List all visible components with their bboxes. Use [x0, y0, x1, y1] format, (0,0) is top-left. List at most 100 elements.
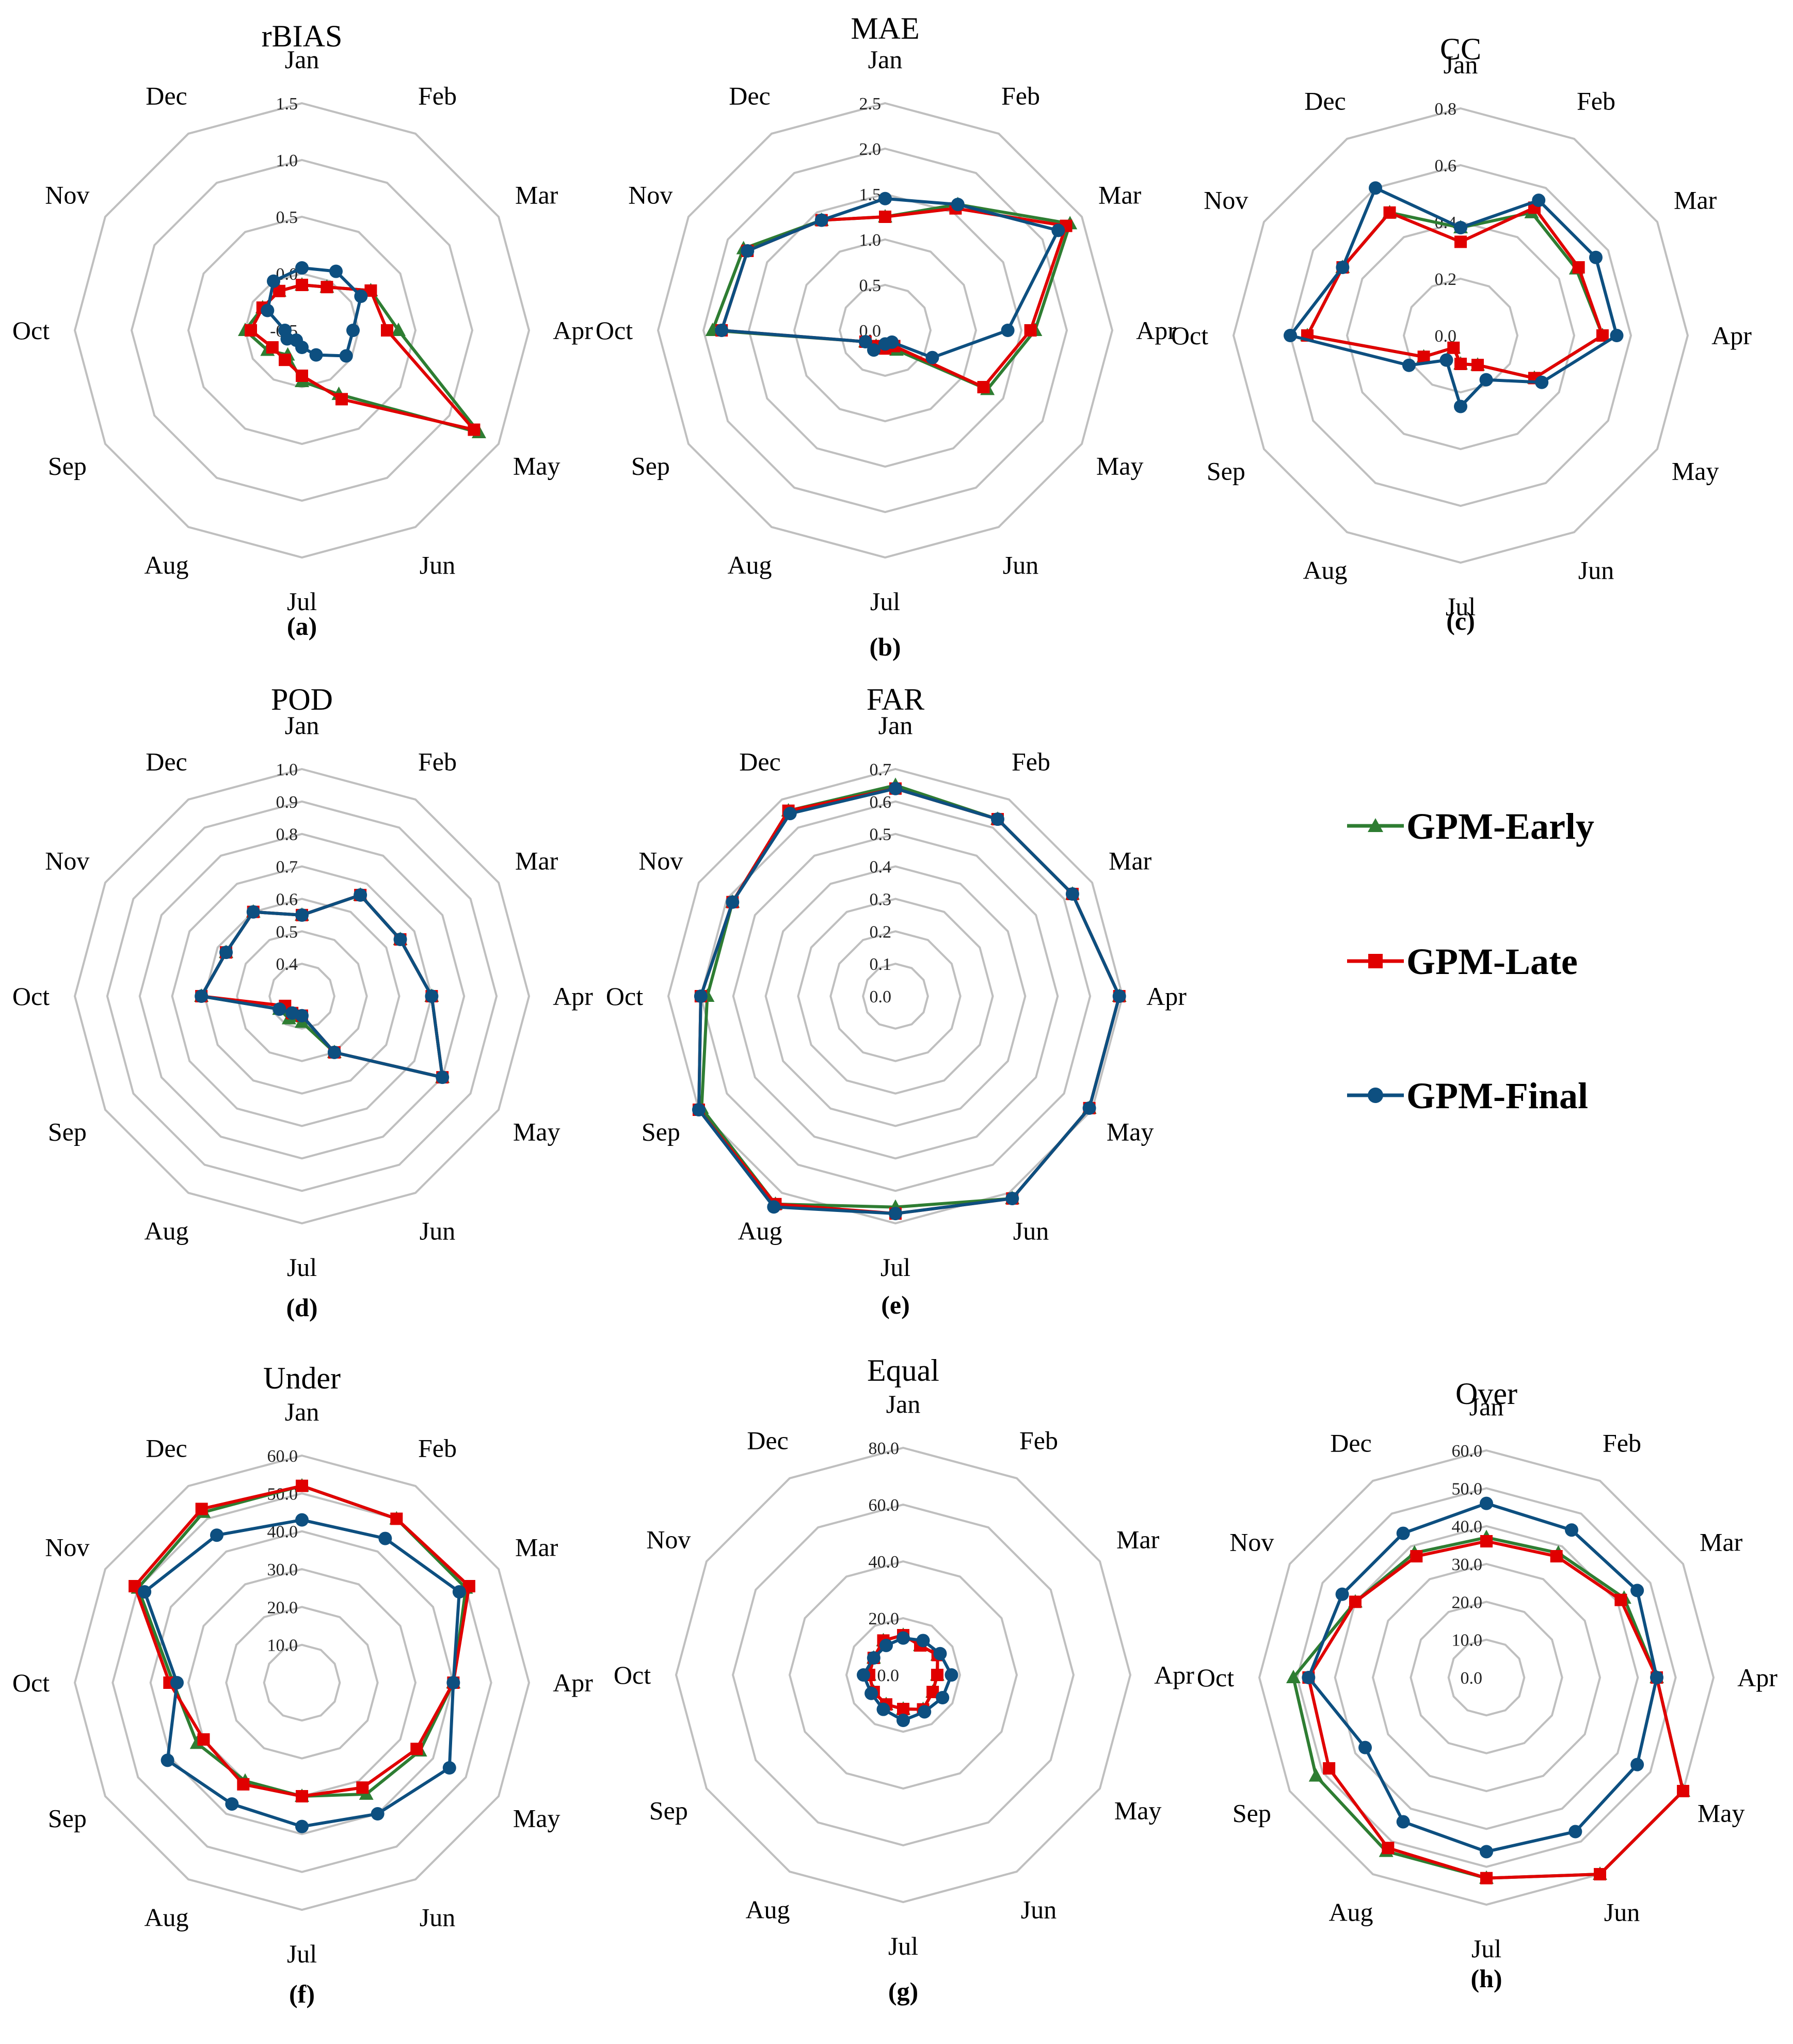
- month-label: Apr: [1154, 1660, 1194, 1689]
- series-gpm-final: [261, 261, 368, 363]
- month-label: Jun: [1604, 1898, 1640, 1927]
- tick-label: 0.5: [276, 922, 298, 941]
- month-label: Jan: [878, 711, 913, 740]
- series-gpm-early: [194, 887, 450, 1083]
- data-point: [425, 989, 439, 1003]
- panel-label: (h): [1470, 1964, 1502, 1993]
- data-point: [390, 1512, 403, 1525]
- data-point: [219, 946, 233, 960]
- tick-label: 0.5: [276, 208, 298, 227]
- tick-label: 0.4: [276, 955, 298, 974]
- data-point: [329, 264, 343, 278]
- month-label: Jan: [285, 711, 319, 740]
- grid-ring: [1334, 1525, 1639, 1830]
- panel-label: (b): [869, 632, 901, 661]
- month-label: Aug: [745, 1895, 790, 1924]
- grid-ring: [263, 1643, 341, 1722]
- data-point: [295, 1513, 309, 1527]
- month-label: Dec: [146, 1433, 187, 1462]
- data-point: [339, 349, 353, 363]
- month-label: Jun: [1013, 1217, 1049, 1245]
- data-point: [1323, 1762, 1336, 1775]
- data-point: [878, 337, 892, 351]
- month-label: Nov: [1204, 186, 1248, 215]
- data-point: [1596, 329, 1609, 342]
- month-label: Dec: [146, 81, 187, 110]
- data-point: [1480, 1535, 1493, 1547]
- month-label: Jun: [1578, 556, 1614, 585]
- grid-ring: [764, 865, 1027, 1127]
- data-point: [692, 1103, 706, 1116]
- series-gpm-final: [1284, 181, 1624, 413]
- month-label: Jun: [420, 551, 455, 580]
- data-point: [452, 1585, 466, 1599]
- grid-ring: [675, 1446, 1132, 1904]
- data-point: [321, 281, 333, 294]
- legend: GPM-Early GPM-Late GPM-Final: [1347, 806, 1594, 1116]
- month-label: May: [1096, 452, 1144, 481]
- tick-label: 0.9: [276, 793, 298, 812]
- month-label: Feb: [1577, 86, 1615, 115]
- tick-label: 40.0: [869, 1553, 900, 1572]
- legend-label-early: GPM-Early: [1406, 806, 1594, 847]
- grid-ring: [829, 930, 962, 1062]
- tick-label: 0.6: [1435, 156, 1457, 175]
- tick-label: 20.0: [1452, 1593, 1483, 1612]
- panel-label: (f): [289, 1979, 315, 2008]
- data-point: [1630, 1758, 1644, 1771]
- data-point: [285, 1006, 299, 1020]
- chart-title: Under: [263, 1361, 341, 1395]
- tick-label: 0.2: [870, 922, 892, 941]
- data-point: [1610, 329, 1624, 342]
- month-label: Mar: [1116, 1525, 1160, 1554]
- grid-ring: [203, 898, 401, 1095]
- month-label: Jul: [888, 1931, 918, 1960]
- data-point: [977, 381, 990, 393]
- data-point: [951, 198, 965, 212]
- data-point: [1024, 324, 1037, 337]
- data-point: [1535, 375, 1549, 389]
- data-point: [1614, 1593, 1627, 1606]
- data-point: [278, 324, 292, 337]
- data-point: [867, 343, 881, 357]
- data-point: [1471, 359, 1484, 372]
- data-point: [210, 1528, 223, 1542]
- data-point: [327, 1045, 341, 1059]
- data-point: [1396, 1526, 1410, 1540]
- series-gpm-early: [705, 197, 1078, 395]
- tick-label: 30.0: [267, 1560, 298, 1579]
- data-point: [857, 1668, 870, 1682]
- tick-label: 60.0: [267, 1447, 298, 1466]
- legend-label-final: GPM-Final: [1406, 1075, 1588, 1116]
- month-label: Jun: [420, 1903, 455, 1932]
- month-label: Dec: [729, 81, 771, 110]
- data-point: [1480, 1872, 1493, 1885]
- grid-ring: [788, 1560, 1018, 1790]
- tick-label: 0.5: [870, 825, 892, 844]
- month-label: Feb: [1001, 81, 1040, 110]
- grid-ring: [845, 1617, 962, 1733]
- grid-ring: [1346, 220, 1576, 451]
- series-line: [711, 203, 1072, 391]
- legend-label-late: GPM-Late: [1406, 941, 1578, 982]
- data-point: [897, 1703, 909, 1715]
- month-label: Apr: [553, 982, 593, 1011]
- series-line: [1307, 1502, 1658, 1854]
- tick-label: 40.0: [1452, 1518, 1483, 1537]
- month-label: Jan: [886, 1390, 921, 1418]
- data-point: [1589, 250, 1603, 264]
- data-point: [237, 1778, 250, 1791]
- data-point: [296, 1790, 308, 1802]
- data-point: [1051, 223, 1065, 237]
- data-point: [694, 989, 708, 1003]
- legend-triangle-marker: [1368, 818, 1383, 832]
- tick-label: 0.0: [1461, 1669, 1483, 1688]
- month-label: Feb: [418, 747, 457, 776]
- month-label: Jan: [1469, 1392, 1504, 1421]
- data-point: [1336, 261, 1350, 274]
- tick-label: 0.6: [870, 793, 892, 812]
- data-point: [1454, 358, 1467, 370]
- month-label: Mar: [515, 1533, 558, 1562]
